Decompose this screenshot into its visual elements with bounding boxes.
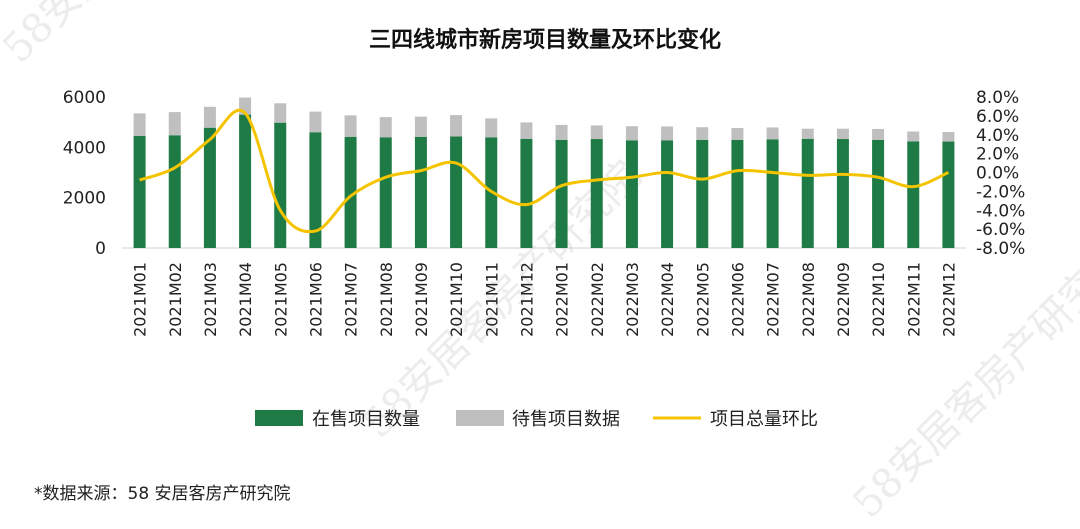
x-tick-label: 2022M04 [658, 262, 677, 337]
right-axis: 8.0%6.0%4.0%2.0%0.0%-2.0%-4.0%-6.0%-8.0% [976, 88, 1025, 259]
legend: 在售项目数量 待售项目数据 项目总量环比 [255, 409, 818, 430]
bar-pending [133, 113, 146, 137]
legend-swatch-on-sale [255, 410, 303, 426]
bar-series [133, 97, 955, 248]
bar-on-sale [239, 114, 252, 248]
bar-pending [836, 128, 849, 140]
bar-pending [414, 116, 427, 137]
bar-on-sale [766, 139, 779, 248]
x-tick-label: 2021M02 [166, 262, 185, 337]
x-tick-label: 2021M03 [201, 262, 220, 337]
x-tick-label: 2022M09 [834, 262, 853, 337]
bar-pending [661, 126, 674, 141]
bar-on-sale [731, 139, 744, 248]
y-right-tick-label: -8.0% [976, 239, 1025, 259]
x-tick-label: 2021M09 [412, 262, 431, 337]
bar-on-sale [942, 141, 955, 248]
y-right-tick-label: 0.0% [976, 164, 1019, 184]
y-left-tick-label: 4000 [63, 138, 106, 158]
x-tick-label: 2021M04 [236, 262, 255, 337]
legend-label-on-sale: 在售项目数量 [312, 409, 420, 430]
x-tick-label: 2022M10 [869, 262, 888, 337]
x-tick-label: 2022M02 [588, 262, 607, 337]
bar-on-sale [625, 140, 638, 248]
chart-title: 三四线城市新房项目数量及环比变化 [369, 27, 721, 53]
bar-pending [625, 126, 638, 141]
left-axis: 0 2000 4000 6000 [63, 88, 966, 259]
x-tick-label: 2021M07 [342, 262, 361, 337]
legend-swatch-pending [456, 410, 504, 426]
bar-on-sale [133, 136, 146, 248]
x-tick-label: 2021M11 [482, 262, 501, 337]
bar-on-sale [907, 141, 920, 248]
bar-pending [590, 125, 603, 140]
x-tick-label: 2021M10 [447, 262, 466, 337]
legend-label-mom: 项目总量环比 [710, 409, 818, 430]
legend-label-pending: 待售项目数据 [512, 409, 620, 430]
y-right-tick-label: -4.0% [976, 201, 1025, 221]
y-left-tick-label: 0 [95, 239, 106, 259]
bar-pending [485, 118, 498, 138]
y-right-tick-label: -6.0% [976, 220, 1025, 240]
bar-on-sale [274, 122, 287, 248]
bar-on-sale [555, 139, 568, 248]
data-source-note: *数据来源：58 安居客房产研究院 [34, 484, 291, 504]
y-left-tick-label: 6000 [63, 88, 106, 108]
bar-pending [309, 111, 322, 133]
x-tick-label: 2022M06 [728, 262, 747, 337]
x-tick-label: 2022M07 [764, 262, 783, 337]
x-tick-label: 2022M05 [693, 262, 712, 337]
bar-pending [520, 122, 533, 139]
bar-pending [696, 127, 709, 140]
bar-on-sale [801, 138, 814, 248]
bar-pending [766, 127, 779, 140]
bar-pending [203, 106, 216, 128]
x-tick-label: 2021M01 [131, 262, 150, 337]
y-left-tick-label: 2000 [63, 189, 106, 209]
line-series [139, 108, 950, 234]
bar-on-sale [414, 136, 427, 248]
bar-on-sale [344, 136, 357, 248]
y-right-tick-label: -2.0% [976, 182, 1025, 202]
x-tick-label: 2022M03 [623, 262, 642, 337]
bar-on-sale [520, 138, 533, 248]
bar-on-sale [450, 136, 463, 248]
bar-pending [942, 131, 955, 142]
y-right-tick-label: 2.0% [976, 145, 1019, 165]
y-right-tick-label: 6.0% [976, 107, 1019, 127]
bar-on-sale [836, 139, 849, 248]
x-tick-label: 2021M12 [517, 262, 536, 337]
watermark: 58安居客房产研究院 [0, 0, 289, 72]
x-axis: 2021M01 2021M02 2021M03 2021M04 2021M05 2021M… [131, 262, 959, 337]
bar-pending [555, 124, 568, 140]
bar-pending [450, 115, 463, 137]
bar-on-sale [696, 139, 709, 248]
bar-pending [731, 127, 744, 140]
mom-line [139, 108, 950, 234]
x-tick-label: 2022M12 [939, 262, 958, 337]
bar-pending [344, 115, 357, 137]
bar-on-sale [309, 132, 322, 248]
bar-pending [872, 128, 885, 140]
bar-on-sale [661, 140, 674, 248]
bar-pending [801, 128, 814, 139]
bar-on-sale [590, 139, 603, 248]
bar-on-sale [168, 135, 181, 248]
x-tick-label: 2022M08 [799, 262, 818, 337]
x-tick-label: 2022M01 [553, 262, 572, 337]
bar-pending [907, 131, 920, 142]
y-right-tick-label: 8.0% [976, 88, 1019, 108]
x-tick-label: 2022M11 [904, 262, 923, 337]
y-right-tick-label: 4.0% [976, 126, 1019, 146]
bar-pending [379, 117, 392, 138]
bar-pending [168, 112, 181, 136]
x-tick-label: 2021M05 [271, 262, 290, 337]
bar-on-sale [203, 127, 216, 248]
x-tick-label: 2021M06 [306, 262, 325, 337]
bar-on-sale [872, 139, 885, 248]
bar-pending [274, 103, 287, 123]
x-tick-label: 2021M08 [377, 262, 396, 337]
bar-on-sale [379, 137, 392, 248]
